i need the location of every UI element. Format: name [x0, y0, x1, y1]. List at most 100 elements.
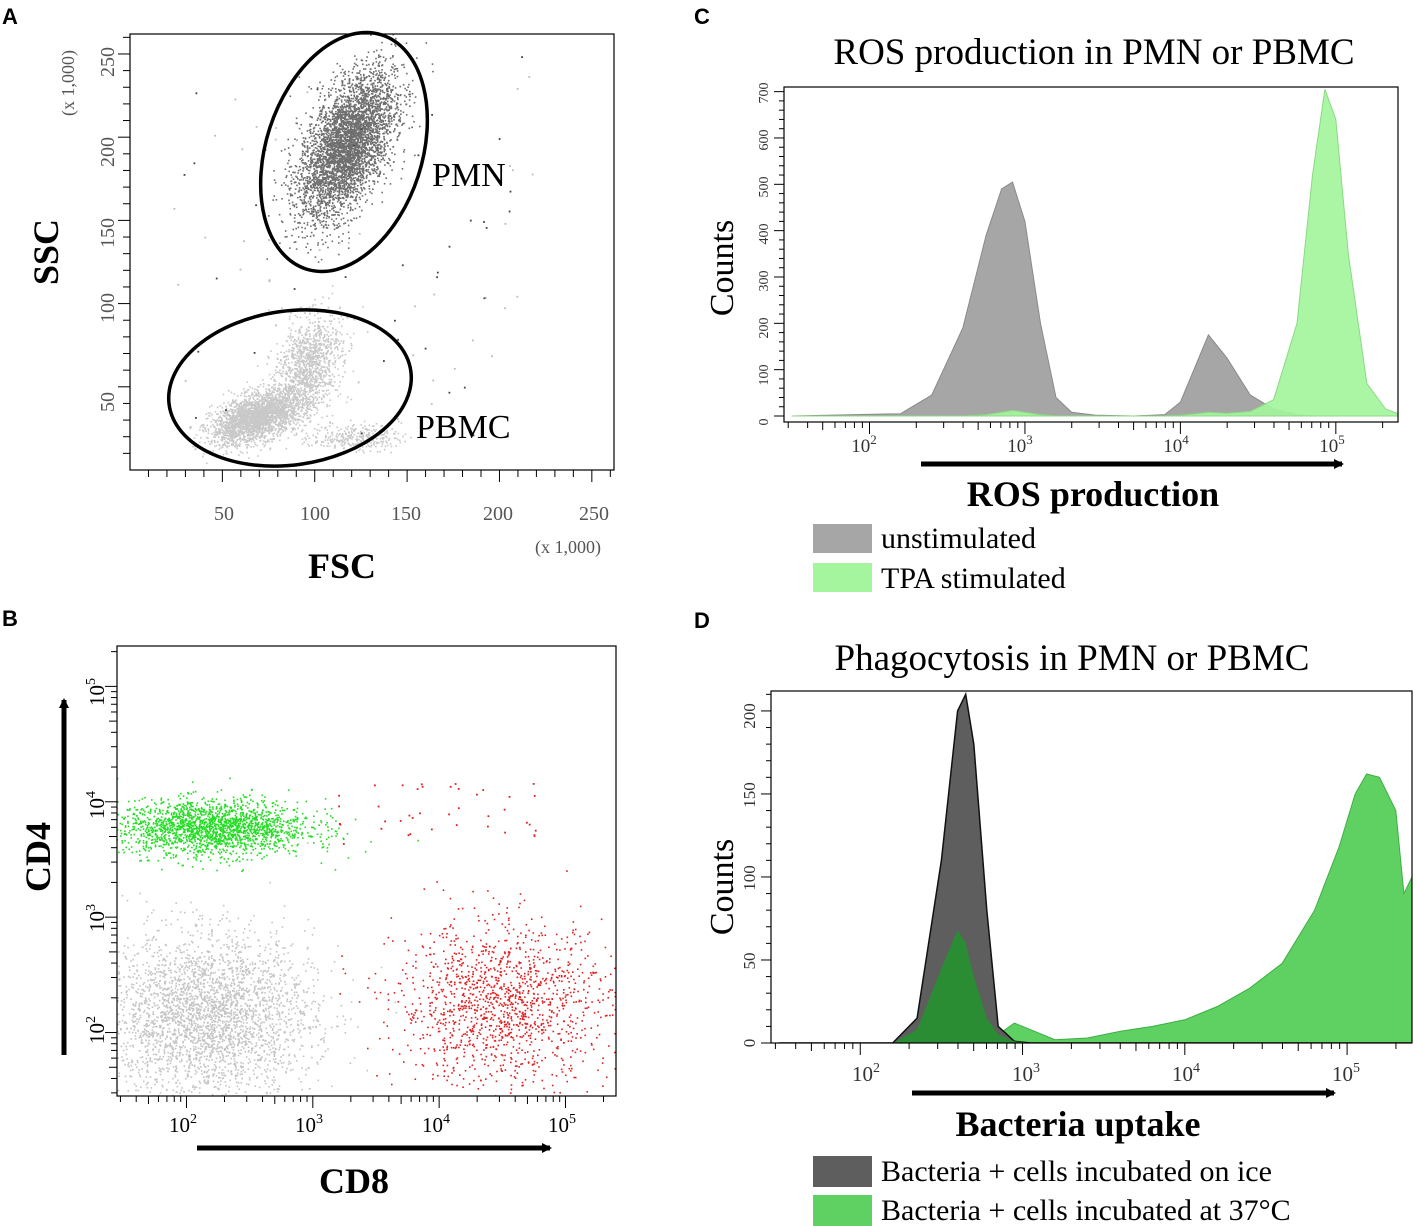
data-point: [343, 121, 346, 123]
data-point: [333, 224, 336, 226]
data-point: [355, 190, 357, 193]
data-point: [392, 55, 394, 57]
data-point: [367, 109, 369, 112]
data-point: [340, 143, 342, 145]
data-point: [286, 193, 289, 195]
data-point: [354, 163, 357, 165]
data-point: [336, 164, 339, 166]
data-point: [323, 183, 325, 185]
data-point: [336, 131, 338, 134]
data-point: [334, 174, 336, 177]
data-point: [384, 127, 386, 130]
data-point: [396, 106, 398, 108]
data-point: [353, 149, 355, 152]
data-point: [341, 197, 343, 199]
data-point: [363, 121, 366, 124]
data-point: [353, 130, 355, 132]
data-point: [364, 103, 367, 105]
data-point: [325, 178, 327, 180]
data-point: [351, 153, 353, 156]
data-point: [357, 159, 360, 162]
data-point: [373, 88, 375, 91]
data-point: [304, 177, 306, 179]
data-point: [366, 138, 369, 140]
data-point: [314, 210, 317, 213]
data-point: [378, 130, 380, 133]
data-point: [314, 171, 316, 173]
data-point: [387, 79, 390, 82]
data-point: [340, 119, 342, 121]
data-point: [343, 158, 345, 161]
data-point: [373, 135, 376, 137]
data-point: [325, 173, 327, 175]
data-point: [240, 408, 243, 410]
data-point: [327, 187, 329, 189]
data-point: [358, 171, 361, 173]
data-point: [411, 79, 414, 82]
data-point: [375, 61, 378, 63]
data-point: [357, 86, 360, 88]
data-point: [200, 437, 202, 439]
data-point: [333, 127, 336, 130]
data-point: [339, 110, 341, 113]
data-point: [380, 140, 382, 143]
data-point: [319, 127, 321, 130]
data-point: [382, 158, 384, 160]
data-point: [300, 178, 302, 181]
data-point: [358, 72, 361, 74]
data-point: [340, 89, 342, 92]
data-point: [314, 184, 317, 186]
data-point: [372, 96, 374, 99]
data-point: [326, 150, 328, 153]
data-point: [349, 170, 352, 173]
data-point: [324, 177, 327, 179]
data-point: [349, 190, 352, 192]
data-point: [363, 131, 365, 133]
data-point: [368, 75, 371, 78]
data-point: [355, 113, 358, 116]
data-point: [369, 132, 371, 135]
data-point: [319, 95, 321, 98]
data-point: [379, 170, 381, 173]
panel-a-points: [173, 34, 534, 465]
data-point: [327, 162, 330, 164]
data-point: [385, 177, 387, 179]
data-point: [371, 156, 373, 159]
data-point: [323, 132, 325, 135]
data-point: [342, 147, 345, 150]
data-point: [338, 97, 341, 100]
data-point: [306, 181, 309, 184]
data-point: [351, 151, 354, 153]
data-point: [324, 190, 327, 193]
data-point: [409, 93, 411, 96]
data-point: [376, 141, 379, 143]
data-point: [306, 221, 309, 224]
data-point: [380, 114, 383, 116]
data-point: [226, 434, 228, 437]
data-point: [310, 161, 312, 163]
data-point: [273, 432, 276, 434]
data-point: [396, 112, 398, 114]
data-point: [351, 138, 354, 141]
data-point: [382, 96, 385, 99]
data-point: [366, 199, 368, 201]
data-point: [362, 165, 364, 168]
data-point: [372, 138, 374, 141]
data-point: [379, 116, 381, 119]
data-point: [393, 130, 395, 133]
data-point: [353, 125, 355, 128]
data-point: [346, 104, 348, 107]
data-point: [326, 235, 328, 237]
data-point: [333, 83, 335, 85]
data-point: [334, 156, 337, 158]
data-point: [363, 154, 366, 157]
data-point: [339, 163, 342, 166]
data-point: [312, 205, 315, 208]
data-point: [343, 176, 345, 179]
data-point: [375, 90, 378, 93]
data-point: [305, 246, 307, 248]
data-point: [322, 174, 324, 176]
data-point: [335, 168, 338, 170]
data-point: [351, 164, 353, 166]
data-point: [365, 181, 367, 183]
